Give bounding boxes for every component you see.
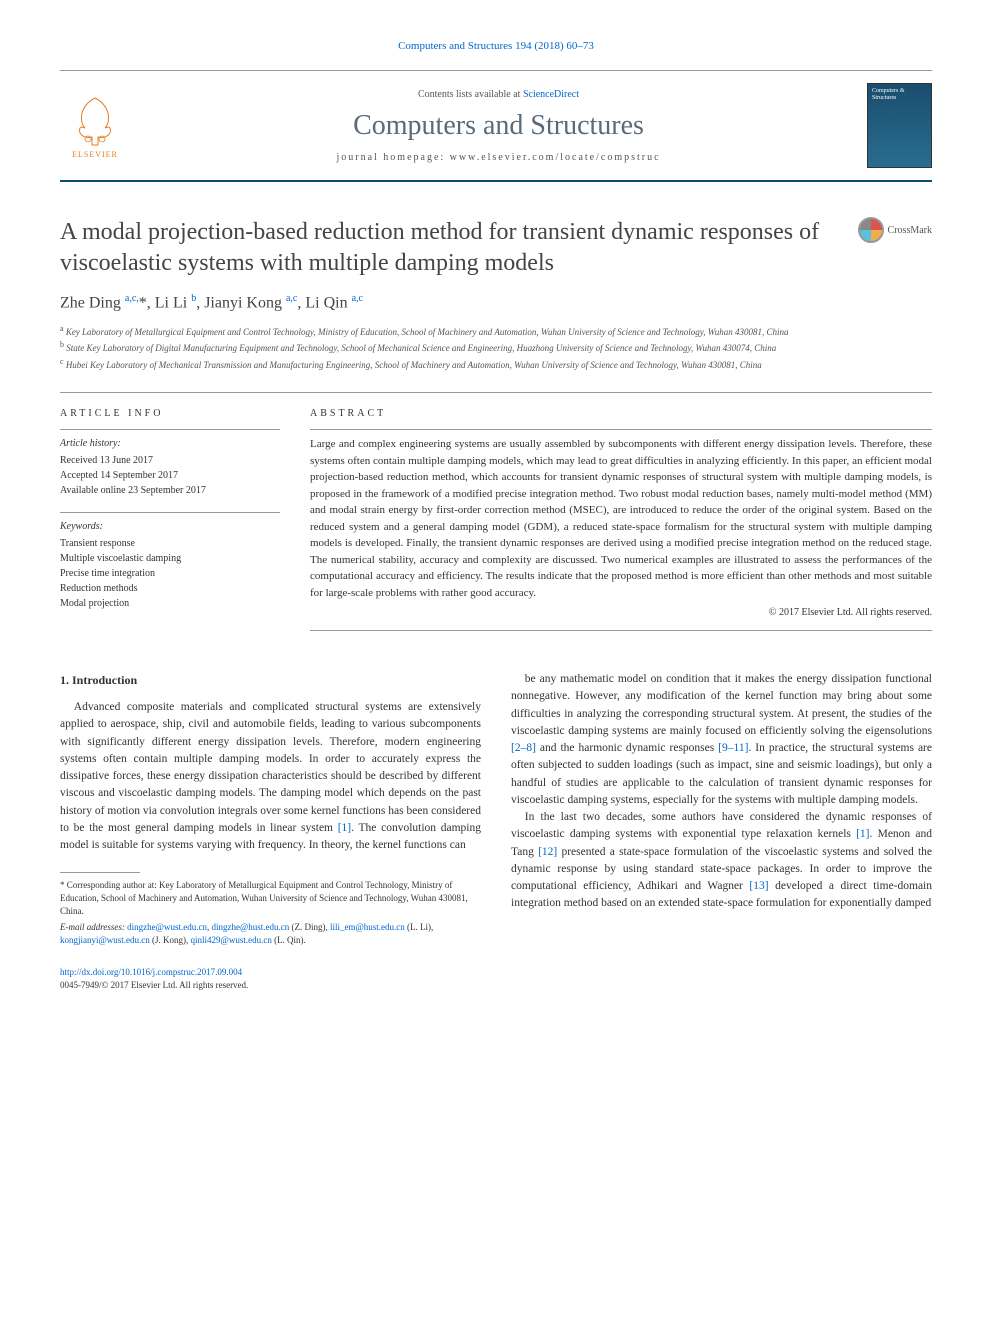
keywords-block: Keywords: Transient response Multiple vi…: [60, 512, 280, 611]
affiliation-a: a Key Laboratory of Metallurgical Equipm…: [60, 323, 932, 340]
info-abstract-row: ARTICLE INFO Article history: Received 1…: [60, 408, 932, 631]
article-info-column: ARTICLE INFO Article history: Received 1…: [60, 408, 280, 631]
history-online: Available online 23 September 2017: [60, 483, 280, 498]
divider: [60, 392, 932, 393]
doi-link[interactable]: http://dx.doi.org/10.1016/j.compstruc.20…: [60, 967, 242, 977]
article-title: A modal projection-based reduction metho…: [60, 217, 858, 279]
footnote-separator: [60, 872, 140, 873]
journal-cover-thumbnail: Computers & Structures: [867, 83, 932, 168]
title-block: A modal projection-based reduction metho…: [60, 217, 932, 279]
email-label: E-mail addresses:: [60, 922, 125, 932]
elsevier-tree-icon: [70, 93, 120, 148]
article-info-heading: ARTICLE INFO: [60, 408, 280, 419]
article-history-block: Article history: Received 13 June 2017 A…: [60, 429, 280, 498]
abstract-column: ABSTRACT Large and complex engineering s…: [310, 408, 932, 631]
history-received: Received 13 June 2017: [60, 453, 280, 468]
body-paragraph: Advanced composite materials and complic…: [60, 699, 481, 854]
crossmark-badge[interactable]: CrossMark: [858, 217, 932, 243]
affiliations: a Key Laboratory of Metallurgical Equipm…: [60, 323, 932, 373]
body-column-left: 1. Introduction Advanced composite mater…: [60, 671, 481, 946]
issn-copyright-line: 0045-7949/© 2017 Elsevier Ltd. All right…: [60, 980, 248, 990]
keyword: Reduction methods: [60, 581, 280, 596]
abstract-copyright: © 2017 Elsevier Ltd. All rights reserved…: [310, 607, 932, 618]
body-column-right: be any mathematic model on condition tha…: [511, 671, 932, 946]
cover-thumb-text: Computers & Structures: [868, 84, 931, 106]
keyword: Multiple viscoelastic damping: [60, 551, 280, 566]
homepage-prefix: journal homepage:: [336, 152, 449, 163]
journal-title: Computers and Structures: [130, 110, 867, 142]
page-footer: http://dx.doi.org/10.1016/j.compstruc.20…: [60, 966, 932, 991]
crossmark-label: CrossMark: [888, 225, 932, 236]
history-label: Article history:: [60, 436, 280, 451]
body-columns: 1. Introduction Advanced composite mater…: [60, 671, 932, 946]
section-heading-intro: 1. Introduction: [60, 671, 481, 689]
keyword: Precise time integration: [60, 566, 280, 581]
journal-reference: Computers and Structures 194 (2018) 60–7…: [60, 40, 932, 52]
masthead: ELSEVIER Contents lists available at Sci…: [60, 70, 932, 182]
history-accepted: Accepted 14 September 2017: [60, 468, 280, 483]
sciencedirect-link[interactable]: ScienceDirect: [523, 89, 579, 100]
affiliation-b: b State Key Laboratory of Digital Manufa…: [60, 339, 932, 356]
contents-available-line: Contents lists available at ScienceDirec…: [130, 89, 867, 100]
homepage-url[interactable]: www.elsevier.com/locate/compstruc: [450, 152, 661, 163]
corresponding-author-note: * Corresponding author at: Key Laborator…: [60, 879, 481, 917]
publisher-logo: ELSEVIER: [60, 86, 130, 166]
page: Computers and Structures 194 (2018) 60–7…: [0, 0, 992, 1022]
masthead-center: Contents lists available at ScienceDirec…: [130, 89, 867, 163]
abstract-heading: ABSTRACT: [310, 408, 932, 419]
footnotes: * Corresponding author at: Key Laborator…: [60, 879, 481, 946]
body-paragraph: In the last two decades, some authors ha…: [511, 809, 932, 913]
affiliation-c: c Hubei Key Laboratory of Mechanical Tra…: [60, 356, 932, 373]
authors-line: Zhe Ding a,c,*, Li Li b, Jianyi Kong a,c…: [60, 293, 932, 312]
body-paragraph: be any mathematic model on condition tha…: [511, 671, 932, 809]
journal-homepage-line: journal homepage: www.elsevier.com/locat…: [130, 152, 867, 163]
email-addresses-line: E-mail addresses: dingzhe@wust.edu.cn, d…: [60, 921, 481, 946]
abstract-text: Large and complex engineering systems ar…: [310, 429, 932, 601]
keyword: Transient response: [60, 536, 280, 551]
publisher-label: ELSEVIER: [72, 150, 118, 159]
contents-prefix: Contents lists available at: [418, 89, 523, 100]
keywords-label: Keywords:: [60, 519, 280, 534]
crossmark-icon: [858, 217, 884, 243]
keyword: Modal projection: [60, 596, 280, 611]
